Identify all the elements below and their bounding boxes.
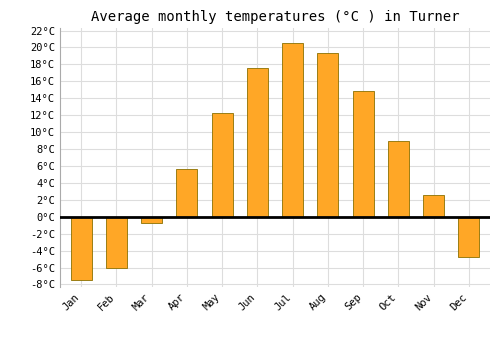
Bar: [176, 168, 198, 217]
Title: Average monthly temperatures (°C ) in Turner: Average monthly temperatures (°C ) in Tu…: [91, 10, 459, 24]
Bar: [106, 217, 127, 267]
Bar: [141, 217, 162, 223]
Bar: [247, 68, 268, 217]
Bar: [458, 217, 479, 257]
Bar: [388, 141, 409, 217]
Bar: [282, 43, 303, 217]
Bar: [212, 113, 233, 217]
Bar: [423, 195, 444, 217]
Bar: [70, 217, 92, 280]
Bar: [318, 52, 338, 217]
Bar: [352, 91, 374, 217]
